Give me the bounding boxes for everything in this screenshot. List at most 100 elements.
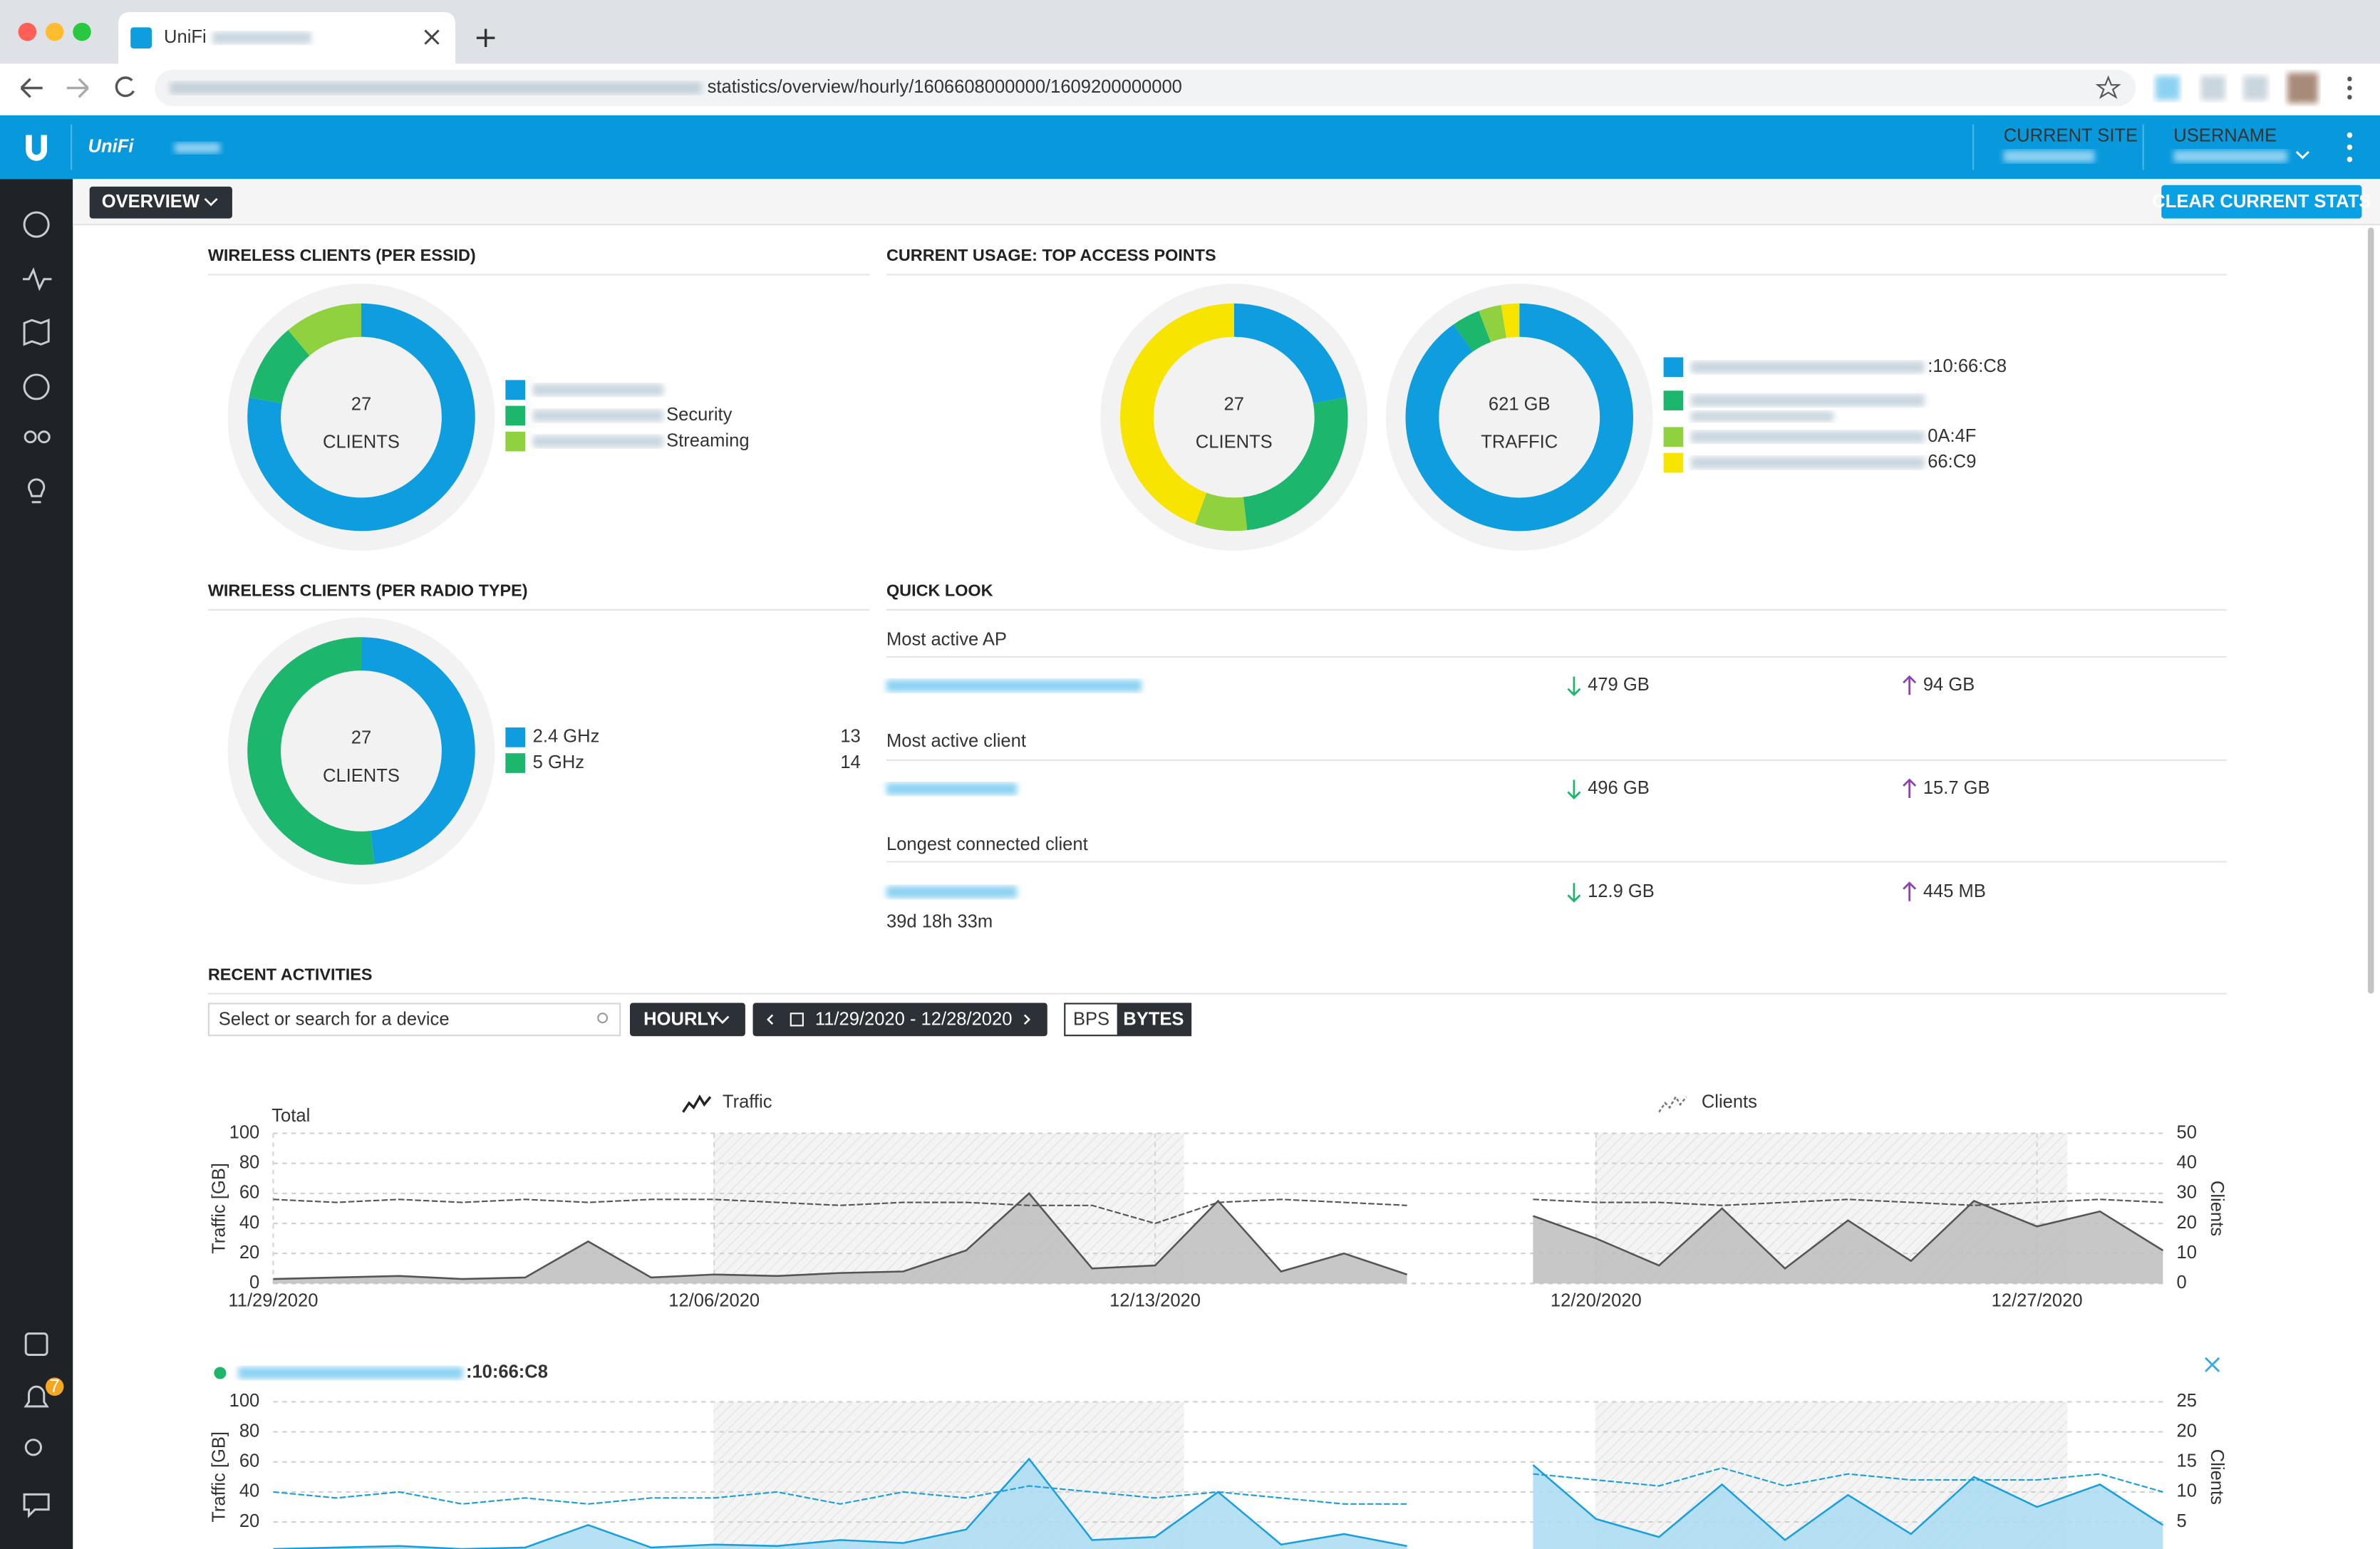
x-tick-label: 12/06/2020 [668,1291,760,1311]
new-tab[interactable] [476,29,495,48]
favicon [130,27,152,49]
legend-swatch [1663,390,1684,410]
site-selector[interactable] [2003,150,2095,162]
clear-stats-label: CLEAR CURRENT STATS [2152,192,2371,212]
legend-swatch [505,380,526,400]
upload-value: 15.7 GB [1923,778,1990,798]
maximize-window[interactable] [73,22,91,41]
x-tick-label: 12/27/2020 [1992,1291,2083,1311]
insights-icon[interactable] [28,478,46,504]
blurred-text [212,31,311,44]
remove-device[interactable] [2205,1357,2220,1372]
donut-center-label: CLIENTS [323,766,400,786]
username[interactable] [2173,150,2288,162]
profile-avatar[interactable] [2287,73,2318,103]
legend-label[interactable]: Traffic [723,1092,772,1112]
clear-stats-button[interactable] [2161,185,2362,219]
view-dropdown[interactable] [89,186,232,219]
legend-value: 13 [840,727,860,747]
blurred-name[interactable] [886,782,1018,795]
extension-icon[interactable] [2155,76,2180,100]
interval-dropdown[interactable] [629,1003,745,1037]
section-title: WIRELESS CLIENTS (PER ESSID) [208,246,476,264]
donut-segment[interactable] [1405,303,1633,532]
blurred-text [170,81,702,95]
x-tick-label: 12/20/2020 [1551,1291,1642,1311]
section-title: RECENT ACTIVITIES [208,965,373,983]
y-tick-label: 80 [239,1421,259,1441]
legend-label: 66:C9 [1928,452,1976,472]
unit-toggle[interactable] [1064,1003,1119,1037]
reload-button[interactable] [115,76,135,98]
forward-button[interactable] [66,78,89,98]
current-site-label: CURRENT SITE [2004,125,2138,145]
clients-icon[interactable] [24,430,37,444]
minimize-window[interactable] [45,22,64,41]
donut-segment[interactable] [247,637,375,865]
status-dot [214,1367,227,1379]
settings-icon[interactable] [24,1439,43,1456]
date-step[interactable] [767,1014,1031,1025]
donut-segment[interactable] [1453,311,1491,352]
donut-segment[interactable] [1120,303,1235,524]
upload-arrow [1903,778,1917,799]
address-bar[interactable] [155,69,2136,107]
donut-segment[interactable] [1233,303,1347,404]
blurred-name[interactable] [886,886,1018,898]
download-arrow [1567,779,1581,799]
bookmark-star[interactable] [2095,75,2121,99]
y2-tick-label: 20 [2177,1213,2197,1233]
donut-segment[interactable] [1243,397,1348,531]
y2-tick-label: 25 [2177,1391,2197,1411]
donut-center-label: CLIENTS [323,432,400,452]
donut-segment[interactable] [1501,303,1520,338]
donut-segment[interactable] [1195,492,1248,532]
y2-axis-label: Clients [2207,1181,2227,1236]
donut-segment[interactable] [361,637,475,864]
blurred-text [1690,361,1925,373]
y-tick-label: 100 [229,1391,260,1411]
devices-icon[interactable] [23,373,50,400]
download-arrow [1567,883,1581,903]
chart-title: :10:66:C8 [466,1362,548,1382]
statistics-icon[interactable] [22,267,52,291]
y-axis-label: Traffic [GB] [209,1431,229,1523]
close-tab[interactable] [424,29,440,45]
device-search[interactable] [207,1003,621,1037]
donut-segment[interactable] [249,330,310,404]
close-window[interactable] [18,22,37,41]
donut-center-label: CLIENTS [1196,432,1273,452]
unit-toggle[interactable] [1117,1003,1192,1037]
tasks-icon[interactable] [24,1332,48,1356]
map-icon[interactable] [23,318,50,346]
donut-segment[interactable] [247,303,475,532]
user-menu-chevron[interactable] [2295,150,2309,160]
scrollbar[interactable] [2367,227,2374,994]
support-icon[interactable] [23,1493,50,1518]
y2-tick-label: 40 [2177,1152,2197,1172]
tab-title: UniFi [164,27,207,47]
date-range[interactable] [752,1003,1047,1037]
y-axis-label: Traffic [GB] [209,1163,229,1254]
ubiquiti-logo[interactable] [26,135,48,161]
donut-segment[interactable] [288,303,362,356]
y-tick-label: 40 [239,1213,259,1233]
alerts-icon[interactable] [24,1385,49,1408]
search-icon [597,1012,609,1024]
extension-icon[interactable] [2200,76,2225,100]
blurred-name[interactable] [886,679,1142,692]
donut-center-value: 27 [1224,394,1244,414]
dashboard-icon[interactable] [23,211,50,238]
legend-label: :10:66:C8 [1928,356,2007,376]
upload-arrow [1903,881,1917,901]
extension-icon[interactable] [2243,76,2268,100]
back-button[interactable] [20,78,43,98]
brand: UniFi [88,136,135,156]
blurred-text [1690,430,1925,443]
y-tick-label: 40 [239,1481,259,1501]
legend-swatch [1663,357,1684,378]
donut-segment[interactable] [1479,304,1507,343]
search-placeholder: Select or search for a device [219,1010,450,1030]
legend-label[interactable]: Clients [1702,1092,1757,1112]
legend-swatch [505,753,526,773]
